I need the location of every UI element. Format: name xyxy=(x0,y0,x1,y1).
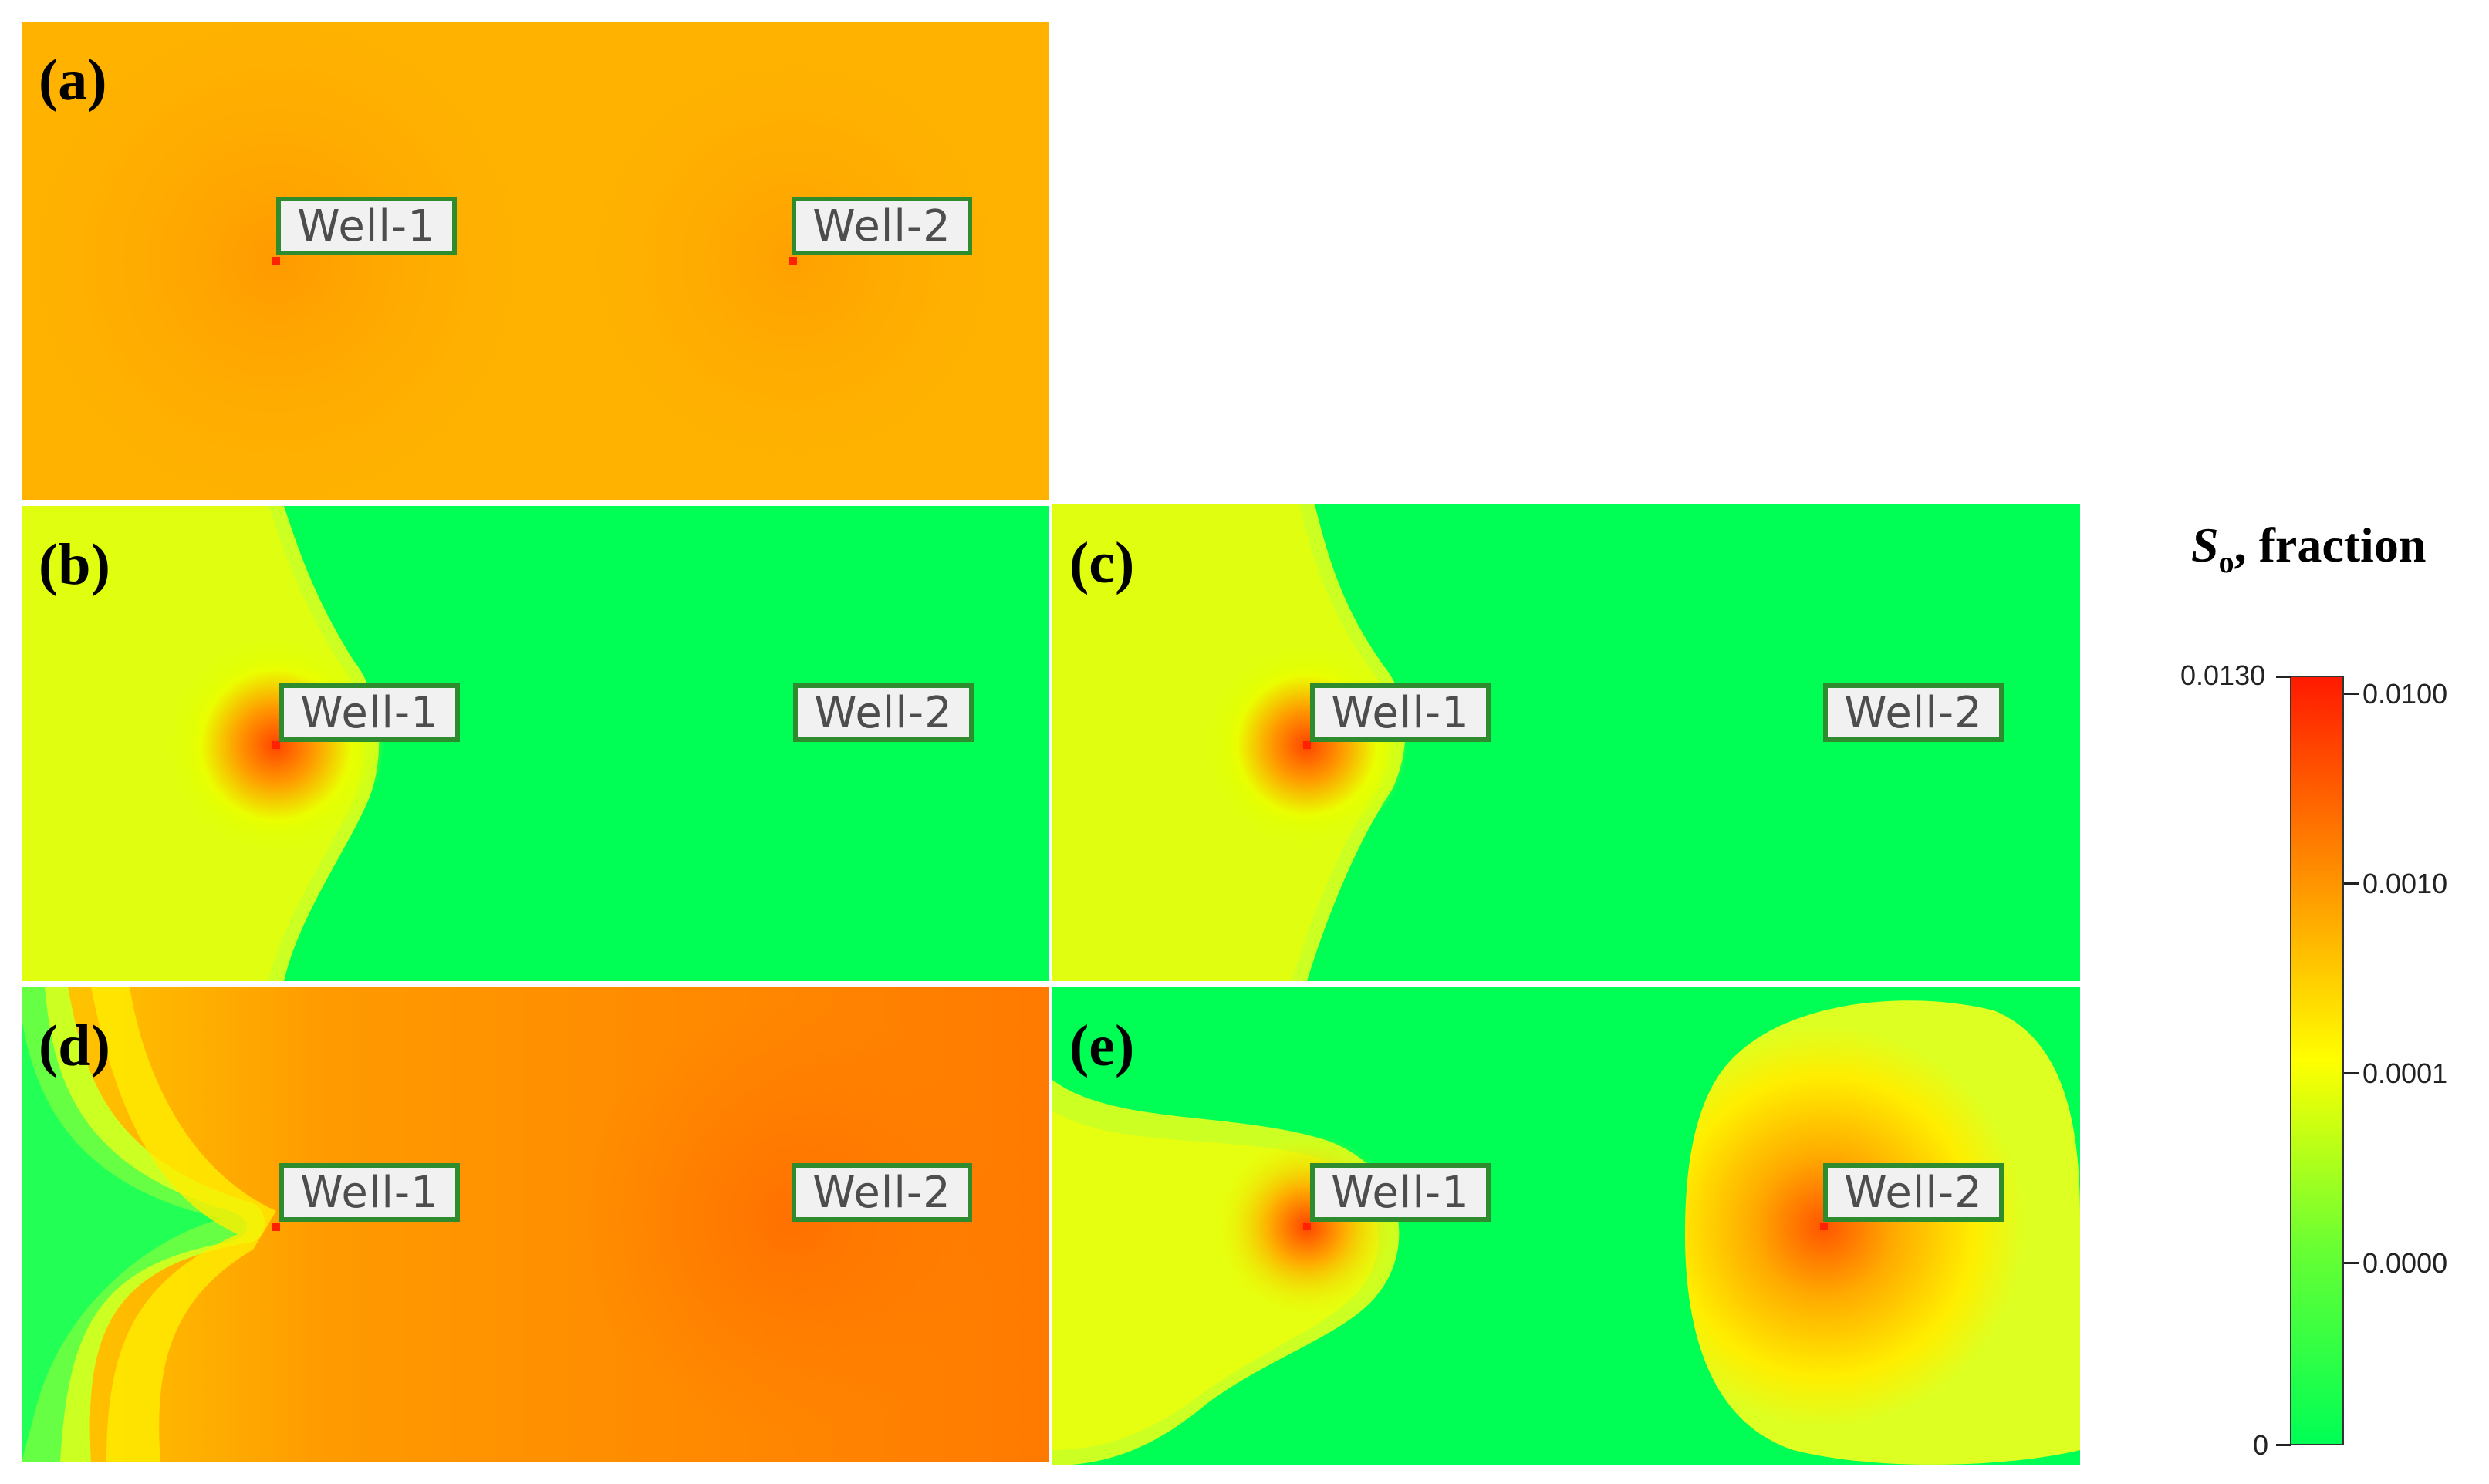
colorbar-label-right-1: 0.0100 xyxy=(2362,678,2448,710)
panel-label: (e) xyxy=(1069,1014,1135,1078)
colorbar xyxy=(2290,676,2344,1445)
well-2-label: Well-2 xyxy=(1823,683,2004,742)
colorbar-tick-right-2 xyxy=(2344,882,2359,885)
colorbar-title-rest: , fraction xyxy=(2234,518,2427,572)
saturation-field-e xyxy=(1052,987,2080,1465)
colorbar-tick-right-4 xyxy=(2344,1262,2359,1264)
colorbar-tick-left-top xyxy=(2276,676,2291,678)
saturation-field-b xyxy=(22,506,1049,981)
colorbar-tick-left-bottom xyxy=(2276,1444,2291,1446)
well-1-marker xyxy=(1303,1223,1311,1230)
panel-label: (d) xyxy=(39,1014,110,1078)
saturation-field-a xyxy=(22,22,1049,500)
colorbar-label-right-2: 0.0010 xyxy=(2362,868,2448,899)
panel-label: (a) xyxy=(39,48,107,113)
well-1-label: Well-1 xyxy=(1310,1163,1491,1222)
well-1-marker xyxy=(272,741,280,749)
well-2-label: Well-2 xyxy=(792,1163,972,1222)
well-1-label: Well-1 xyxy=(279,1163,460,1222)
panel-a: (a) Well-1 Well-2 xyxy=(22,22,1049,500)
well-1-label: Well-1 xyxy=(276,197,457,255)
colorbar-tick-right-3 xyxy=(2344,1072,2359,1074)
saturation-field-c xyxy=(1052,504,2080,981)
well-2-label: Well-2 xyxy=(793,683,974,742)
panel-d: (d) Well-1 Well-2 xyxy=(22,987,1049,1462)
saturation-field-d xyxy=(22,987,1049,1462)
well-2-marker xyxy=(1820,1223,1828,1230)
well-1-marker xyxy=(1303,741,1311,749)
colorbar-tick-right-1 xyxy=(2344,693,2359,695)
panel-label: (b) xyxy=(39,532,110,597)
well-1-label: Well-1 xyxy=(279,683,460,742)
well-2-label: Well-2 xyxy=(1823,1163,2004,1222)
panel-label: (c) xyxy=(1069,531,1135,595)
well-1-marker xyxy=(272,257,280,265)
colorbar-label-right-3: 0.0001 xyxy=(2362,1057,2448,1089)
colorbar-label-right-4: 0.0000 xyxy=(2362,1247,2448,1279)
panel-b: (b) Well-1 Well-2 xyxy=(22,506,1049,981)
panel-e: (e) Well-1 Well-2 xyxy=(1052,987,2080,1465)
colorbar-label-left-top: 0.0130 xyxy=(2180,659,2266,691)
well-2-label: Well-2 xyxy=(792,197,972,255)
colorbar-title: So, fraction xyxy=(2191,517,2426,580)
well-1-marker xyxy=(272,1223,280,1231)
well-2-marker xyxy=(789,257,797,265)
panel-c: (c) Well-1 Well-2 xyxy=(1052,504,2080,981)
colorbar-label-left-bottom: 0 xyxy=(2253,1429,2269,1461)
well-1-label: Well-1 xyxy=(1310,683,1491,742)
colorbar-title-symbol: S xyxy=(2191,518,2219,572)
colorbar-title-subscript: o xyxy=(2218,544,2234,579)
